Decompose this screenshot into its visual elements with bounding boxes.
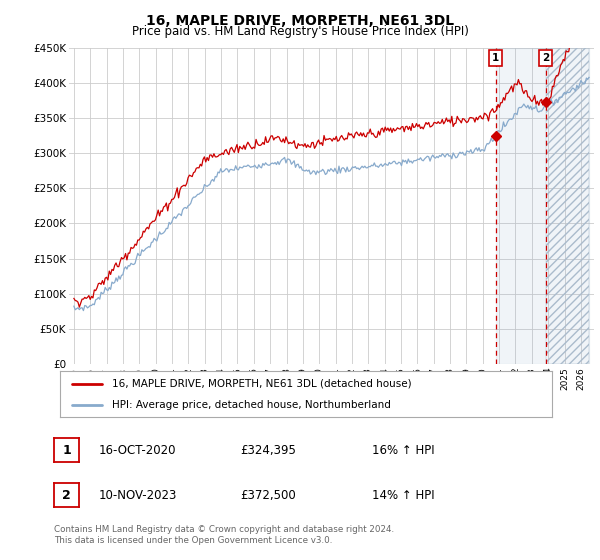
Text: Price paid vs. HM Land Registry's House Price Index (HPI): Price paid vs. HM Land Registry's House … — [131, 25, 469, 38]
Bar — [496, 48, 589, 364]
Text: 10-NOV-2023: 10-NOV-2023 — [99, 488, 178, 502]
Text: 2: 2 — [62, 488, 71, 502]
Text: 16, MAPLE DRIVE, MORPETH, NE61 3DL (detached house): 16, MAPLE DRIVE, MORPETH, NE61 3DL (deta… — [112, 379, 411, 389]
Text: £372,500: £372,500 — [240, 488, 296, 502]
Text: Contains HM Land Registry data © Crown copyright and database right 2024.
This d: Contains HM Land Registry data © Crown c… — [54, 525, 394, 545]
Text: £324,395: £324,395 — [240, 444, 296, 457]
Text: 1: 1 — [62, 444, 71, 457]
Text: 16, MAPLE DRIVE, MORPETH, NE61 3DL: 16, MAPLE DRIVE, MORPETH, NE61 3DL — [146, 14, 454, 28]
Text: 16-OCT-2020: 16-OCT-2020 — [99, 444, 176, 457]
Text: 16% ↑ HPI: 16% ↑ HPI — [372, 444, 434, 457]
Text: 1: 1 — [492, 53, 499, 63]
Text: HPI: Average price, detached house, Northumberland: HPI: Average price, detached house, Nort… — [112, 400, 391, 410]
Text: 2: 2 — [542, 53, 550, 63]
Text: 14% ↑ HPI: 14% ↑ HPI — [372, 488, 434, 502]
